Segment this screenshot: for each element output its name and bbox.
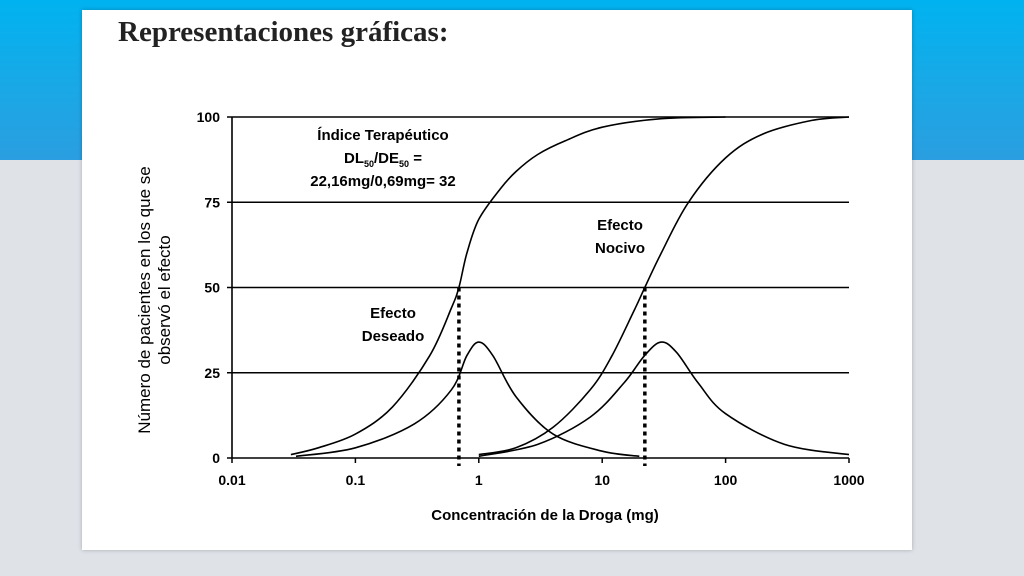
toxic-effect-label-2: Nocivo: [595, 240, 645, 257]
y-axis-label-line-2: observó el efecto: [155, 235, 174, 364]
x-tick-label: 0.1: [346, 472, 366, 488]
desired-effect-label-2: Deseado: [362, 328, 425, 345]
y-axis-label-line-1: Número de pacientes en los que se: [135, 166, 154, 433]
y-tick-label: 50: [204, 280, 220, 296]
x-axis-label: Concentración de la Droga (mg): [431, 507, 659, 524]
x-tick-label: 10: [594, 472, 610, 488]
index-formula: DL50/DE50 =: [344, 150, 422, 169]
y-tick-label: 25: [204, 365, 220, 381]
toxic-effect-label-1: Efecto: [597, 217, 643, 234]
x-tick-label: 1000: [833, 472, 864, 488]
series-cumulative-efecto-nocivo: [478, 116, 850, 456]
y-tick-label: 0: [212, 450, 220, 466]
desired-effect-label-1: Efecto: [370, 305, 416, 322]
x-tick-label: 0.01: [218, 472, 245, 488]
series-frequency-efecto-nocivo: [478, 341, 850, 458]
slide-card: [82, 10, 912, 550]
series-cumulative-efecto-deseado: [290, 116, 726, 456]
index-value: 22,16mg/0,69mg= 32: [310, 173, 456, 190]
series-frequency-efecto-deseado: [295, 341, 640, 458]
y-tick-label: 100: [197, 109, 221, 125]
x-tick-label: 1: [475, 472, 483, 488]
slide-title: Representaciones gráficas:: [118, 16, 449, 48]
y-tick-label: 75: [204, 194, 220, 210]
y-axis-label: Número de pacientes en los que se observ…: [135, 166, 174, 433]
index-title: Índice Terapéutico: [317, 127, 448, 144]
x-tick-label: 100: [714, 472, 738, 488]
